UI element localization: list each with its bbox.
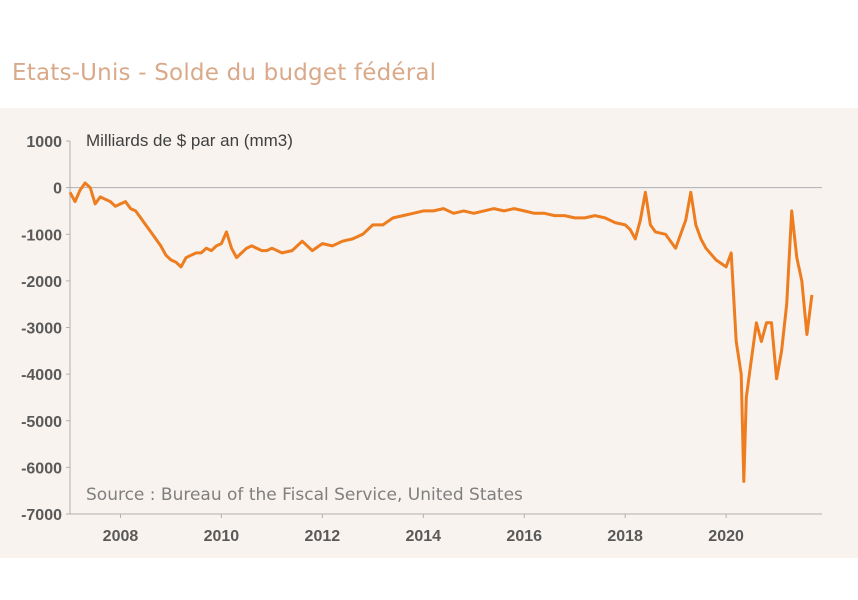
y-tick-label: -7000 bbox=[21, 507, 62, 524]
y-tick-label: 1000 bbox=[26, 134, 62, 151]
x-tick-label: 2018 bbox=[607, 528, 643, 545]
y-axis-ticks: 1000 0 -1000 -2000 -3000 -4000 -5000 -6000 -7000 bbox=[21, 134, 70, 524]
y-tick-label: -1000 bbox=[21, 227, 62, 244]
source-note: Source : Bureau of the Fiscal Service, U… bbox=[86, 485, 523, 505]
chart-panel bbox=[0, 108, 858, 558]
series-line-budget-balance bbox=[68, 181, 814, 483]
x-tick-label: 2020 bbox=[708, 528, 744, 545]
x-tick-label: 2016 bbox=[506, 528, 542, 545]
y-tick-label: -5000 bbox=[21, 414, 62, 431]
y-tick-label: -3000 bbox=[21, 321, 62, 338]
x-tick-label: 2012 bbox=[305, 528, 341, 545]
chart-title: Etats-Unis - Solde du budget fédéral bbox=[12, 60, 437, 86]
x-tick-label: 2014 bbox=[405, 528, 441, 545]
y-tick-label: -4000 bbox=[21, 367, 62, 384]
y-tick-label: -2000 bbox=[21, 274, 62, 291]
y-tick-label: -6000 bbox=[21, 460, 62, 477]
y-tick-label: 0 bbox=[53, 181, 62, 198]
x-tick-label: 2008 bbox=[103, 528, 139, 545]
y-axis-label: Milliards de $ par an (mm3) bbox=[86, 131, 293, 150]
x-axis-ticks: 2008 2010 2012 2014 2016 2018 2020 bbox=[103, 514, 744, 545]
x-tick-label: 2010 bbox=[204, 528, 240, 545]
